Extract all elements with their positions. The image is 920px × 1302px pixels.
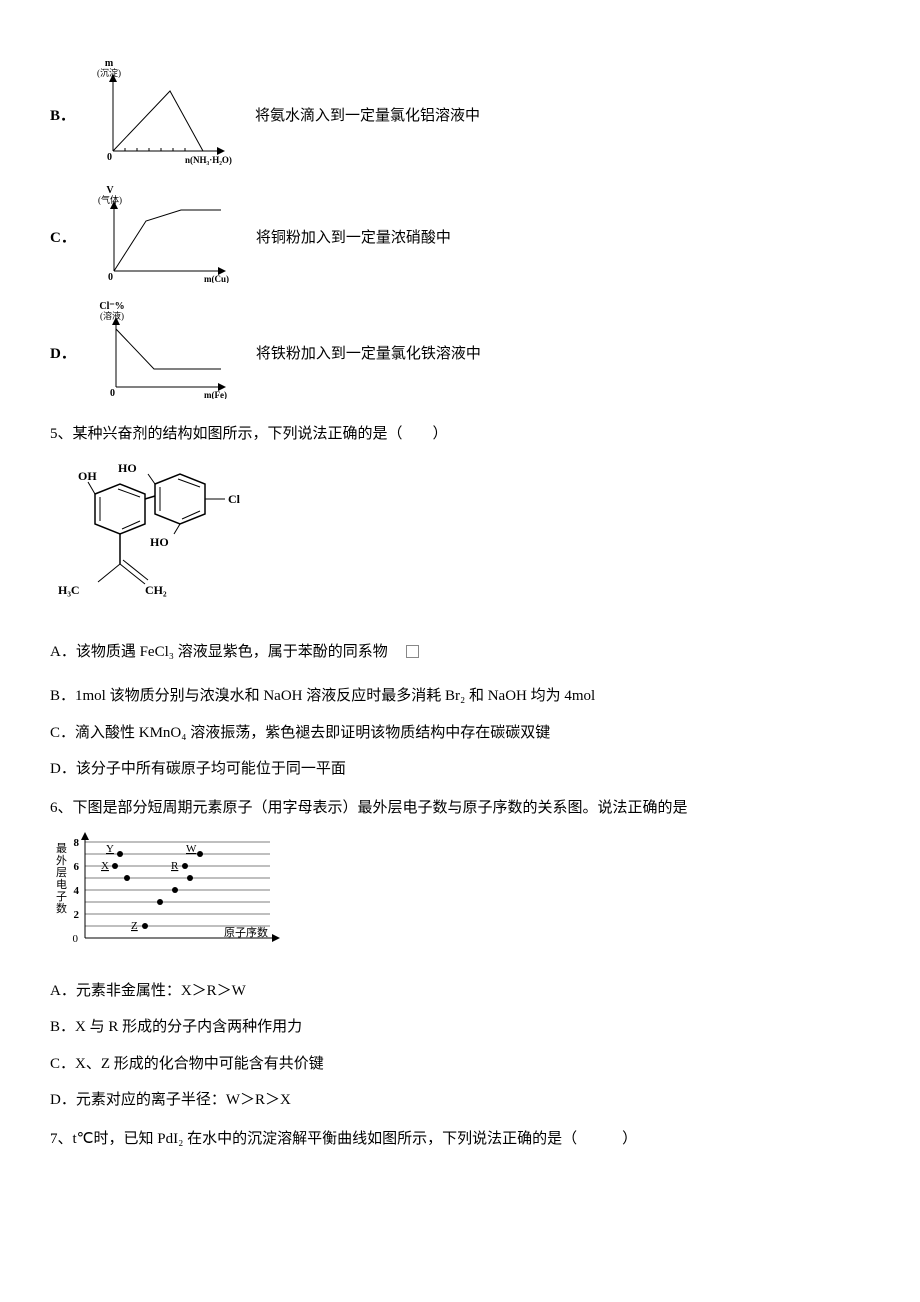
- q5-option-a: A．该物质遇 FeCl₃ 溶液显紫色，属于苯酚的同系物: [50, 638, 388, 667]
- svg-text:8: 8: [74, 837, 80, 849]
- svg-text:子: 子: [56, 890, 67, 903]
- q4-option-b: B． m (沉淀) 0 n(NH₃·H₂O) 将氨水滴入到一定量氯化铝溶液中: [50, 56, 870, 177]
- arrow-right-icon: [217, 147, 225, 155]
- y-axis-label-bot: (沉淀): [97, 67, 121, 78]
- x-axis-label: m(Cu): [204, 274, 229, 283]
- x-axis-label: n(NH₃·H₂O): [185, 155, 232, 165]
- q4-option-c: C． V (气体) 0 m(Cu) 将铜粉加入到一定量浓硝酸中: [50, 183, 870, 294]
- y-axis-label-bot: (气体): [98, 194, 122, 205]
- origin-label: 0: [108, 272, 113, 283]
- q5-option-d: D．该分子中所有碳原子均可能位于同一平面: [50, 755, 870, 784]
- q5-molecule: OH HO HO Cl CH₂ H₃C: [50, 454, 870, 620]
- q5-option-c: C．滴入酸性 KMnO₄ 溶液振荡，紫色褪去即证明该物质结构中存在碳碳双键: [50, 719, 870, 748]
- x-axis-label: m(Fe): [204, 390, 227, 399]
- origin-label: 0: [107, 152, 112, 163]
- arrow-right-icon: [272, 934, 280, 942]
- q7-stem: 7、t℃时，已知 PdI₂ 在水中的沉淀溶解平衡曲线如图所示，下列说法正确的是（…: [50, 1125, 870, 1154]
- q4-d-chart: Cl⁻% (溶液) 0 m(Fe): [86, 299, 236, 410]
- svg-text:W: W: [186, 843, 197, 855]
- q6-option-b: B．X 与 R 形成的分子内含两种作用力: [50, 1013, 870, 1042]
- svg-text:4: 4: [74, 885, 80, 897]
- svg-text:6: 6: [74, 861, 80, 873]
- option-label: C．: [50, 224, 76, 253]
- q4-b-chart: m (沉淀) 0 n(NH₃·H₂O): [85, 56, 235, 177]
- label-ho: HO: [118, 461, 137, 475]
- q5-stem: 5、某种兴奋剂的结构如图所示，下列说法正确的是（ ）: [50, 420, 870, 449]
- svg-text:电: 电: [56, 878, 67, 891]
- label-ho2: HO: [150, 535, 169, 549]
- origin-label: 0: [110, 388, 115, 399]
- svg-text:层: 层: [56, 866, 67, 879]
- q4-c-chart: V (气体) 0 m(Cu): [86, 183, 236, 294]
- svg-text:2: 2: [74, 909, 80, 921]
- label-ch2: CH₂: [145, 583, 167, 597]
- svg-text:外: 外: [56, 854, 67, 867]
- option-desc: 将氨水滴入到一定量氯化铝溶液中: [255, 102, 870, 131]
- svg-text:X: X: [101, 860, 109, 872]
- q6-chart: 最 外 层 电 子 数 2 4 6 8 0 原子序数 YX Z WR: [50, 828, 870, 969]
- q6-option-c: C．X、Z 形成的化合物中可能含有共价键: [50, 1050, 870, 1079]
- y-axis-label: 最: [56, 842, 67, 855]
- svg-text:数: 数: [56, 902, 67, 915]
- option-desc: 将铜粉加入到一定量浓硝酸中: [256, 224, 870, 253]
- option-desc: 将铁粉加入到一定量氯化铁溶液中: [256, 340, 870, 369]
- origin-label: 0: [73, 933, 79, 945]
- option-label: B．: [50, 102, 75, 131]
- svg-text:R: R: [171, 860, 179, 872]
- x-axis-label: 原子序数: [224, 925, 268, 939]
- label-cl: Cl: [228, 492, 241, 506]
- q4-option-d: D． Cl⁻% (溶液) 0 m(Fe) 将铁粉加入到一定量氯化铁溶液中: [50, 299, 870, 410]
- q5-option-b: B．1mol 该物质分别与浓溴水和 NaOH 溶液反应时最多消耗 Br₂ 和 N…: [50, 682, 870, 711]
- option-label: D．: [50, 340, 76, 369]
- svg-text:Y: Y: [106, 843, 114, 855]
- q6-option-a: A．元素非金属性：X＞R＞W: [50, 977, 870, 1006]
- checkbox-icon: [406, 645, 419, 658]
- label-oh: OH: [78, 469, 97, 483]
- q6-option-d: D．元素对应的离子半径：W＞R＞X: [50, 1086, 870, 1115]
- svg-text:Z: Z: [131, 920, 138, 932]
- q6-stem: 6、下图是部分短周期元素原子（用字母表示）最外层电子数与原子序数的关系图。说法正…: [50, 794, 870, 823]
- label-ch3: H₃C: [58, 583, 80, 597]
- arrow-up-icon: [81, 832, 89, 840]
- y-axis-label-bot: (溶液): [100, 310, 124, 321]
